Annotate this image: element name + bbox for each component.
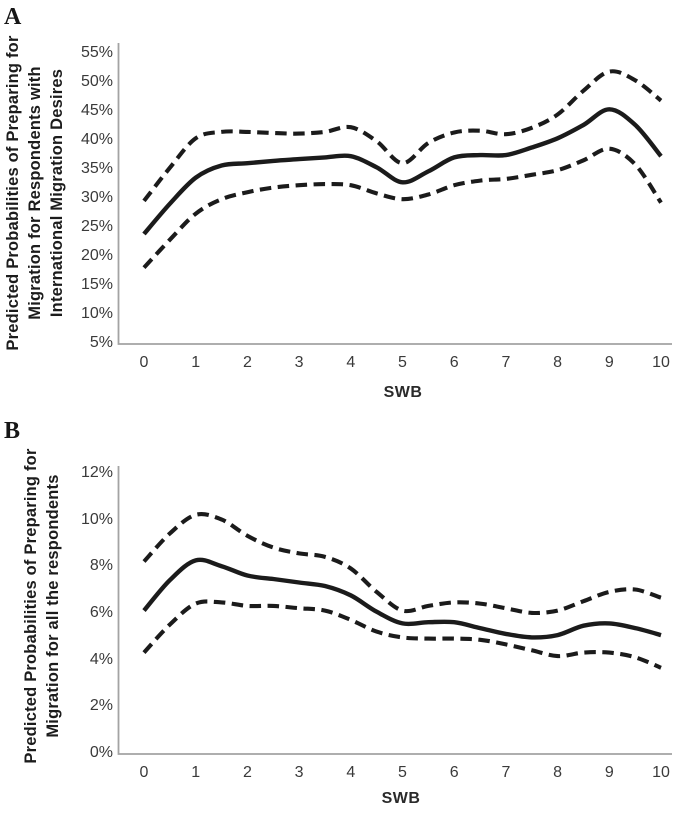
panel-a-y-tick-label: 30% bbox=[80, 189, 113, 206]
panel-a-x-axis-title: SWB bbox=[383, 384, 423, 401]
panel-b-y-axis-title-line: Migration for all the respondents bbox=[44, 474, 62, 738]
panel-a-x-tick-label: 2 bbox=[242, 354, 252, 371]
panel-a-x-tick-label: 1 bbox=[191, 354, 201, 371]
panel-a-y-tick-label: 55% bbox=[80, 44, 113, 61]
panel-a-label: A bbox=[4, 4, 22, 30]
panel-b-label: B bbox=[4, 418, 21, 444]
panel-a-y-tick-label: 15% bbox=[80, 276, 113, 293]
panel-a-y-tick-label: 35% bbox=[80, 160, 113, 177]
panel-a-x-tick-label: 7 bbox=[501, 354, 511, 371]
panel-a-upper-ci-line bbox=[142, 69, 663, 203]
panel-b-x-tick-label: 9 bbox=[604, 764, 614, 781]
panel-a-x-tick-label: 9 bbox=[604, 354, 614, 371]
panel-a-y-tick-label: 45% bbox=[80, 102, 113, 119]
panel-a-x-tick-label: 4 bbox=[346, 354, 356, 371]
panel-a-x-tick-label: 6 bbox=[449, 354, 459, 371]
panel-b-y-tick-label: 12% bbox=[80, 463, 113, 481]
panel-b-x-tick-label: 4 bbox=[346, 764, 356, 781]
panel-b-x-tick-label: 0 bbox=[139, 764, 149, 781]
panel-a-y-axis-title-line: International Migration Desires bbox=[48, 68, 66, 318]
panel-a-y-tick-label: 5% bbox=[89, 334, 113, 351]
panel-a-axis bbox=[117, 43, 672, 345]
panel-a-lower-ci-line bbox=[142, 146, 663, 269]
panel-a-x-tick-label: 5 bbox=[398, 354, 407, 371]
panel-a-y-tick-label: 40% bbox=[80, 131, 113, 148]
panel-b-x-axis-title: SWB bbox=[381, 790, 421, 807]
panel-a-x-tick-label: 3 bbox=[294, 354, 304, 371]
panel-a-x-tick-label: 10 bbox=[652, 354, 670, 371]
panel-b-lower-ci-line bbox=[142, 599, 662, 670]
panel-b-axis bbox=[117, 466, 672, 755]
panel-a-y-axis-title-line: Predicted Probabilities of Preparing for bbox=[4, 35, 22, 351]
panel-a-x-tick-label: 0 bbox=[139, 354, 149, 371]
panel-a-y-tick-label: 50% bbox=[80, 73, 113, 90]
panel-b-y-tick-label: 8% bbox=[89, 557, 113, 575]
panel-b-x-tick-label: 2 bbox=[242, 764, 252, 781]
panel-b-y-tick-label: 2% bbox=[89, 697, 113, 715]
panel-a-y-tick-label: 20% bbox=[80, 247, 113, 264]
panel-b-x-tick-label: 1 bbox=[191, 764, 201, 781]
panel-b-y-tick-label: 4% bbox=[89, 650, 113, 668]
panel-b-x-tick-label: 8 bbox=[553, 764, 563, 781]
panel-b-y-axis-title-line: Predicted Probabilities of Preparing for bbox=[22, 448, 40, 764]
panel-b-y-tick-label: 0% bbox=[89, 744, 113, 761]
panel-a-x-tick-label: 8 bbox=[553, 354, 563, 371]
panel-a-y-tick-label: 25% bbox=[80, 218, 113, 235]
panel-b-x-tick-label: 10 bbox=[652, 764, 670, 781]
panel-a-y-axis-title-line: Migration for Respondents with bbox=[26, 66, 44, 320]
panel-a-estimate-line bbox=[142, 107, 663, 236]
panel-b-x-tick-label: 7 bbox=[501, 764, 511, 781]
panel-b-y-tick-label: 10% bbox=[80, 510, 113, 528]
panel-a-y-tick-label: 10% bbox=[80, 305, 113, 322]
panel-b-y-axis-title: Predicted Probabilities of Preparing for… bbox=[20, 438, 64, 774]
panel-b-y-tick-label: 6% bbox=[89, 603, 113, 621]
panel-b-x-tick-label: 3 bbox=[294, 764, 304, 781]
panel-b-x-tick-label: 5 bbox=[398, 764, 407, 781]
panel-a-y-axis-title: Predicted Probabilities of Preparing for… bbox=[2, 25, 68, 361]
panel-b-upper-ci-line bbox=[142, 512, 662, 616]
panel-b-estimate-line bbox=[142, 557, 662, 640]
panel-b-x-tick-label: 6 bbox=[449, 764, 459, 781]
